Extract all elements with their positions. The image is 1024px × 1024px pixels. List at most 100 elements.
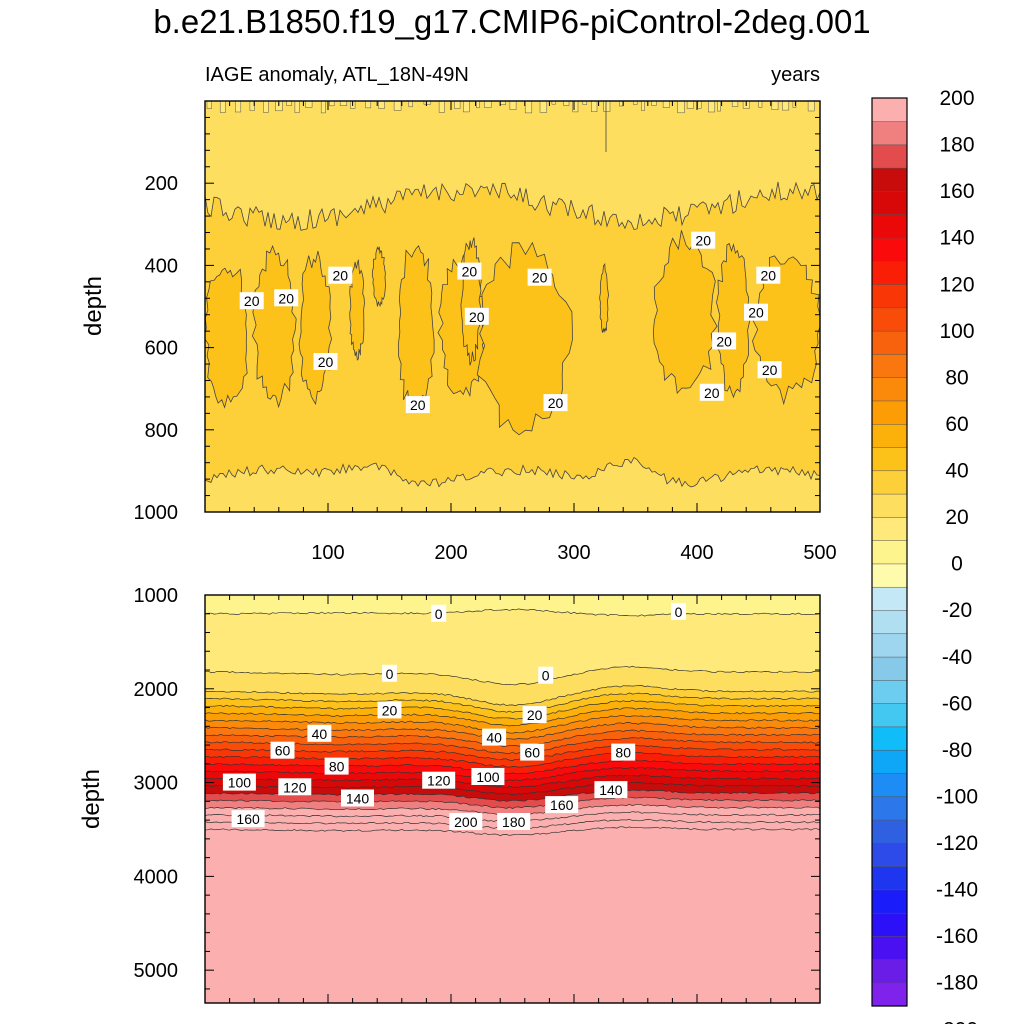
upper-contour-label-text: 20 (761, 268, 777, 284)
upper-contour-label-bg (757, 361, 782, 379)
colorbar-swatch (871, 167, 908, 192)
colorbar-label: -100 (936, 786, 978, 809)
upper-surface-patch (463, 101, 470, 113)
lower-contour-label-bg (449, 813, 483, 830)
colorbar-swatch (871, 842, 908, 867)
upper-contour-label-bg (313, 353, 338, 370)
upper-surface-patch (365, 101, 372, 109)
upper-y-tick-label: 1000 (134, 502, 179, 524)
upper-y-tick-label: 600 (145, 338, 178, 360)
lower-contour-label: 0 (538, 666, 554, 684)
lower-contour-label-bg (278, 778, 312, 796)
lower-contour-line-100 (205, 751, 820, 768)
upper-contour-line (205, 181, 820, 231)
colorbar-swatch (871, 330, 908, 355)
upper-surface-patch (476, 101, 480, 109)
lower-contour-line-110 (205, 759, 820, 775)
upper-contour-label-bg (239, 292, 264, 310)
lower-contour-label-text: 0 (542, 668, 550, 684)
colorbar-label: -80 (942, 739, 972, 762)
upper-contour-label-text: 20 (532, 270, 548, 286)
lower-contour-label-bg (422, 771, 456, 789)
lower-contour-label-bg (341, 789, 374, 807)
lower-contour-label-bg (482, 728, 507, 746)
colorbar-swatch (871, 656, 908, 681)
upper-surface-patch (582, 101, 587, 105)
colorbar-label: 160 (939, 180, 974, 203)
upper-x-tick-label: 300 (557, 542, 590, 564)
colorbar-label: -200 (936, 1018, 978, 1024)
lower-y-tick-label: 3000 (134, 773, 179, 795)
lower-contour-line-120 (205, 766, 820, 782)
upper-blob-20-30 (371, 246, 386, 308)
upper-contour-label-text: 20 (462, 264, 478, 280)
lower-contour-label-text: 140 (599, 782, 623, 798)
upper-contour-label: 20 (756, 266, 781, 284)
upper-blob-20-30 (652, 230, 718, 394)
colorbar-label: 20 (945, 506, 968, 529)
lower-contour-label-text: 20 (527, 707, 543, 723)
lower-contour-label-text: 0 (675, 604, 683, 620)
lower-contour-label: 100 (222, 773, 256, 791)
lower-contour-label-bg (222, 773, 256, 791)
colorbar-frame (871, 97, 908, 1007)
upper-contour-label-text: 20 (695, 233, 711, 249)
lower-band--10-0 (205, 595, 820, 685)
lower-contour-label: 40 (307, 724, 332, 742)
colorbar-swatch (871, 237, 908, 262)
lower-contour-label: 120 (278, 778, 312, 796)
lower-contour-label-bg (324, 757, 349, 775)
lower-contour-label-bg (538, 666, 554, 684)
upper-surface-patch (219, 101, 226, 113)
upper-contour-label: 20 (699, 383, 724, 401)
colorbar-swatch (871, 121, 908, 146)
colorbar-label: -120 (936, 832, 978, 855)
lower-contour-label-bg (671, 602, 686, 620)
colorbar-swatch (871, 377, 908, 402)
upper-contour-label-text: 20 (762, 362, 778, 378)
upper-surface-patch (591, 101, 598, 112)
colorbar-swatch (871, 772, 908, 798)
upper-contour-label-bg (274, 289, 299, 307)
lower-contour-line-20 (205, 692, 820, 713)
upper-surface-patch (708, 101, 716, 113)
upper-blob-20-30 (716, 242, 751, 399)
colorbar-swatch (871, 703, 908, 728)
lower-y-tick-label: 2000 (134, 679, 179, 701)
upper-contour-label: 20 (543, 394, 568, 412)
upper-surface-patch (378, 101, 385, 109)
colorbar-label: 200 (939, 87, 974, 110)
upper-contour-label: 20 (274, 289, 299, 307)
lower-contour-label: 0 (671, 602, 686, 620)
colorbar-swatch (871, 726, 908, 751)
upper-surface-patch (235, 101, 242, 113)
lower-contour-label: 20 (522, 706, 547, 724)
upper-contour-label-text: 20 (748, 305, 764, 321)
colorbar-swatch (871, 935, 908, 960)
lower-contour-label-bg (270, 741, 295, 759)
upper-x-tick-label: 500 (803, 542, 836, 564)
upper-plot-frame (204, 100, 821, 513)
upper-contour-label: 20 (757, 361, 782, 379)
lower-contour-line-200 (205, 826, 820, 836)
colorbar-swatch (871, 190, 908, 215)
colorbar-label: 40 (945, 460, 968, 483)
lower-contour-label-text: 20 (382, 702, 398, 718)
lower-y-axis-label: depth (78, 769, 105, 829)
upper-surface-patch (551, 101, 556, 105)
upper-contour-label-text: 20 (278, 290, 294, 306)
upper-surface-patch (792, 101, 797, 108)
upper-contour-label-bg (744, 303, 768, 321)
upper-blob-20-30 (476, 241, 573, 436)
upper-surface-patch (305, 101, 313, 108)
upper-surface-patch (393, 101, 402, 111)
upper-surface-patch (294, 101, 300, 113)
lower-y-tick-label: 1000 (134, 585, 179, 607)
lower-contour-label-bg (307, 724, 332, 742)
upper-surface-patch (572, 101, 579, 113)
lower-contour-label: 60 (520, 743, 545, 761)
upper-surface-patch (423, 101, 432, 105)
colorbar: 200180160140120100806040200-20-40-60-80-… (871, 87, 978, 1024)
lower-contour-label: 200 (449, 813, 483, 830)
upper-blob-20-30 (599, 262, 609, 333)
